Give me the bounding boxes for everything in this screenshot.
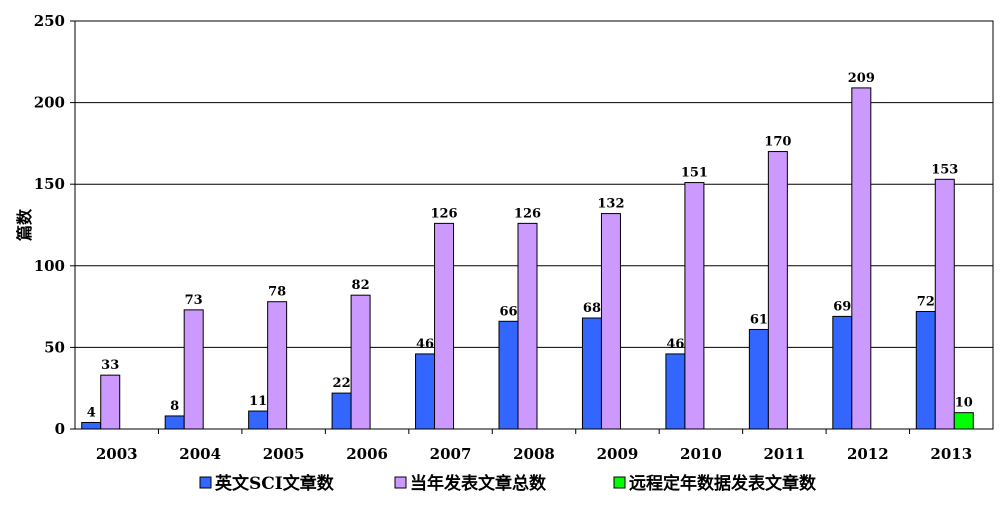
data-label: 153 <box>931 162 958 177</box>
x-tick-label: 2007 <box>430 445 472 463</box>
y-tick-label: 150 <box>34 175 65 193</box>
y-tick-label: 0 <box>55 420 65 438</box>
legend-label: 当年发表文章总数 <box>410 473 547 494</box>
bar <box>851 87 872 430</box>
bars: 4 8 11 22 46 66 68 46 61 69 72 33 73 78 82 126 126 132 151… <box>81 71 974 430</box>
legend-swatch <box>394 476 407 489</box>
bar <box>665 353 686 430</box>
bar <box>832 315 853 430</box>
y-tick-label: 250 <box>34 12 65 30</box>
data-label: 46 <box>666 337 684 352</box>
legend: 英文SCI文章数 当年发表文章总数 远程定年数据发表文章数 <box>199 473 817 494</box>
data-label: 22 <box>333 376 351 391</box>
bar <box>100 374 121 430</box>
bar <box>498 320 519 430</box>
data-label: 73 <box>185 293 203 308</box>
x-tick-label: 2009 <box>597 445 639 463</box>
bar <box>350 294 371 430</box>
data-label: 72 <box>917 294 935 309</box>
data-label: 82 <box>352 278 370 293</box>
bar <box>600 213 621 430</box>
y-tick-label: 200 <box>34 94 65 112</box>
data-label: 151 <box>681 166 708 181</box>
legend-swatch <box>613 476 626 489</box>
bar <box>767 151 788 430</box>
data-label: 126 <box>430 206 457 221</box>
y-tick-label: 50 <box>44 338 65 356</box>
bar <box>915 310 936 430</box>
y-axis-title: 篇数 <box>15 208 34 242</box>
axes: 0 50 100 150 200 250 2003 2004 2005 2006 2007 2008 2… <box>34 12 994 463</box>
bar <box>248 410 269 430</box>
data-label: 33 <box>101 358 119 373</box>
data-label: 209 <box>848 71 875 86</box>
bar <box>434 222 455 430</box>
bar <box>517 222 538 430</box>
bar <box>934 178 955 430</box>
data-label: 78 <box>268 285 286 300</box>
bar <box>81 421 102 430</box>
data-label: 8 <box>170 399 179 414</box>
bar <box>581 317 602 430</box>
legend-label: 英文SCI文章数 <box>215 473 335 494</box>
data-label: 170 <box>764 135 791 150</box>
bar <box>183 309 204 430</box>
x-tick-label: 2008 <box>513 445 555 463</box>
bar <box>748 328 769 430</box>
data-label: 46 <box>416 337 434 352</box>
data-label: 61 <box>750 312 768 327</box>
x-tick-label: 2004 <box>179 445 221 463</box>
x-tick-label: 2013 <box>930 445 972 463</box>
x-tick-label: 2011 <box>763 445 805 463</box>
x-tick-label: 2005 <box>263 445 305 463</box>
bar <box>415 353 436 430</box>
x-tick-label: 2006 <box>346 445 388 463</box>
x-tick-label: 2012 <box>847 445 889 463</box>
bar <box>953 412 974 430</box>
bar <box>331 392 352 430</box>
legend-label: 远程定年数据发表文章数 <box>629 473 817 494</box>
data-label: 69 <box>833 299 851 314</box>
x-tick-label: 2003 <box>96 445 138 463</box>
data-label: 10 <box>955 396 973 411</box>
data-label: 66 <box>499 304 517 319</box>
bar <box>164 415 185 430</box>
data-label: 68 <box>583 301 601 316</box>
y-tick-label: 100 <box>34 257 65 275</box>
x-tick-label: 2010 <box>680 445 722 463</box>
data-label: 132 <box>597 197 624 212</box>
data-label: 11 <box>249 394 267 409</box>
plot-border <box>74 20 994 430</box>
bar <box>684 182 705 430</box>
legend-swatch <box>199 476 212 489</box>
data-label: 4 <box>87 405 96 420</box>
data-label: 126 <box>514 206 541 221</box>
bar <box>267 301 288 430</box>
